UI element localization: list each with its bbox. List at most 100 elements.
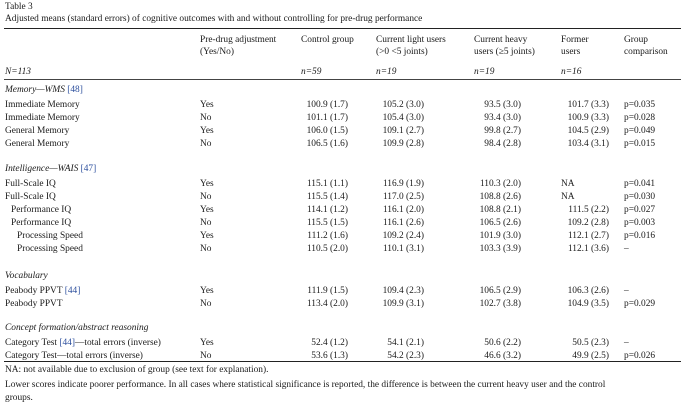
bottom-rule xyxy=(4,361,681,362)
row-label-text: Category Test xyxy=(5,338,58,348)
cell-light: 116.1 (2.6) xyxy=(382,218,424,228)
cell-adjustment: Yes xyxy=(200,126,214,136)
cell-control: 106.0 (1.5) xyxy=(306,126,348,136)
cell-light: 109.9 (3.1) xyxy=(382,299,424,309)
row-label-text: Full-Scale IQ xyxy=(5,192,56,202)
cell-adjustment: No xyxy=(200,139,212,149)
cell-heavy: 50.6 (2.2) xyxy=(484,338,521,348)
cell-light: 116.1 (2.0) xyxy=(382,205,424,215)
cell-former: 101.7 (3.3) xyxy=(567,100,609,110)
cell-comparison: – xyxy=(624,286,629,296)
cell-control: 115.5 (1.4) xyxy=(306,192,348,202)
header-comparison-line2: comparison xyxy=(624,47,668,57)
cell-control: 115.1 (1.1) xyxy=(306,179,348,189)
footnote-lower-scores: Lower scores indicate poorer performance… xyxy=(5,380,606,390)
cell-heavy: 103.3 (3.9) xyxy=(479,244,521,254)
n-former: n=16 xyxy=(561,67,582,77)
cell-light: 117.0 (2.5) xyxy=(382,192,424,202)
cell-former: 104.5 (2.9) xyxy=(567,126,609,136)
cell-comparison: p=0.027 xyxy=(624,205,656,215)
row-reference-link[interactable]: [44] xyxy=(59,338,75,348)
n-light: n=19 xyxy=(376,67,397,77)
row-label: Full-Scale IQ xyxy=(5,192,56,202)
cell-control: 52.4 (1.2) xyxy=(311,338,348,348)
row-reference-link[interactable]: [44] xyxy=(64,286,81,296)
cell-control: 115.5 (1.5) xyxy=(306,218,348,228)
row-label-suffix: —total errors (inverse) xyxy=(75,338,161,348)
cell-former: 111.5 (2.2) xyxy=(568,205,609,215)
header-control-line1: Control group xyxy=(301,35,354,45)
cell-adjustment: Yes xyxy=(200,338,214,348)
cell-comparison: p=0.049 xyxy=(624,126,656,136)
cell-former: 104.9 (3.5) xyxy=(567,299,609,309)
cell-former: NA xyxy=(561,179,575,189)
cell-heavy: 102.7 (3.8) xyxy=(479,299,521,309)
n-heavy: n=19 xyxy=(474,67,495,77)
row-label-text: Category Test—total errors (inverse) xyxy=(5,351,143,361)
row-label-text: Performance IQ xyxy=(11,205,72,215)
cell-light: 110.1 (3.1) xyxy=(382,244,424,254)
cell-comparison: p=0.030 xyxy=(624,192,656,202)
row-label: Immediate Memory xyxy=(5,100,80,110)
header-rule xyxy=(4,79,681,80)
row-label-text: Processing Speed xyxy=(17,244,83,254)
header-heavy-line2: users (≥5 joints) xyxy=(474,47,535,57)
cell-comparison: p=0.016 xyxy=(624,231,656,241)
row-label: Peabody PPVT [44] xyxy=(5,286,81,296)
cell-light: 109.9 (2.8) xyxy=(382,139,424,149)
header-heavy: Current heavy users (≥5 joints) xyxy=(474,34,535,58)
row-label: Peabody PPVT xyxy=(5,299,63,309)
cell-light: 109.4 (2.3) xyxy=(382,286,424,296)
cell-former: 50.5 (2.3) xyxy=(572,338,609,348)
header-light-line2: (>0 <5 joints) xyxy=(376,47,428,57)
cell-comparison: p=0.026 xyxy=(624,351,656,361)
section-title-text: Concept formation/abstract reasoning xyxy=(5,323,149,333)
cell-light: 109.1 (2.7) xyxy=(382,126,424,136)
cell-control: 110.5 (2.0) xyxy=(306,244,348,254)
cell-heavy: 106.5 (2.6) xyxy=(479,218,521,228)
section-title: Intelligence—WAIS [47] xyxy=(5,164,97,174)
row-label-text: General Memory xyxy=(5,126,70,136)
row-label: Processing Speed xyxy=(17,244,83,254)
row-label-text: Peabody PPVT xyxy=(5,286,63,296)
table-caption: Adjusted means (standard errors) of cogn… xyxy=(5,14,423,24)
section-title: Memory—WMS [48] xyxy=(5,85,83,95)
cell-light: 54.1 (2.1) xyxy=(387,338,424,348)
cell-heavy: 93.5 (3.0) xyxy=(484,100,521,110)
section-reference-link[interactable]: [48] xyxy=(67,85,83,95)
cell-light: 105.4 (3.0) xyxy=(382,113,424,123)
cell-comparison: p=0.015 xyxy=(624,139,656,149)
header-comparison-line1: Group xyxy=(624,35,648,45)
cell-adjustment: Yes xyxy=(200,286,214,296)
section-title: Concept formation/abstract reasoning xyxy=(5,323,149,333)
cell-heavy: 110.3 (2.0) xyxy=(479,179,521,189)
header-heavy-line1: Current heavy xyxy=(474,35,528,45)
cell-former: 109.2 (2.8) xyxy=(567,218,609,228)
cell-adjustment: No xyxy=(200,351,212,361)
cell-adjustment: Yes xyxy=(200,205,214,215)
cell-former: 106.3 (2.6) xyxy=(567,286,609,296)
n-total: N=113 xyxy=(5,67,31,77)
section-reference-link[interactable]: [47] xyxy=(80,164,97,174)
row-label: Category Test—total errors (inverse) xyxy=(5,351,143,361)
header-adjustment-line2: (Yes/No) xyxy=(200,47,234,57)
row-label: General Memory xyxy=(5,139,69,149)
cell-heavy: 101.9 (3.0) xyxy=(479,231,521,241)
row-label-text: Immediate Memory xyxy=(5,113,80,123)
top-rule xyxy=(4,28,681,29)
row-label: Performance IQ xyxy=(11,205,72,215)
cell-heavy: 46.6 (3.2) xyxy=(484,351,521,361)
header-control: Control group xyxy=(301,34,354,46)
cell-former: 112.1 (2.7) xyxy=(567,231,609,241)
cell-control: 53.6 (1.3) xyxy=(311,351,348,361)
cell-former: 100.9 (3.3) xyxy=(567,113,609,123)
header-former-line1: Former xyxy=(561,35,589,45)
cell-adjustment: No xyxy=(200,192,212,202)
cell-comparison: – xyxy=(624,338,629,348)
cell-heavy: 108.8 (2.1) xyxy=(479,205,521,215)
cell-adjustment: Yes xyxy=(200,179,214,189)
cell-control: 101.1 (1.7) xyxy=(306,113,348,123)
cell-light: 54.2 (2.3) xyxy=(387,351,424,361)
cell-light: 109.2 (2.4) xyxy=(382,231,424,241)
section-title-text: Intelligence—WAIS xyxy=(5,164,79,174)
